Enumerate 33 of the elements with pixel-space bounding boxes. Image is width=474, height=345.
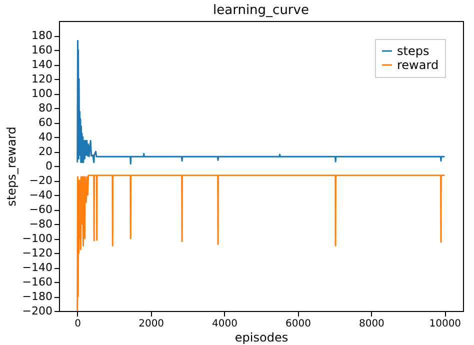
- x-tick-label: 8000: [358, 318, 384, 330]
- y-tick-label: 100: [32, 87, 52, 100]
- x-tick-label: 2000: [138, 318, 164, 330]
- y-tick-label: −80: [29, 218, 52, 230]
- line-series: [76, 40, 446, 165]
- y-tick-label: −140: [22, 261, 52, 274]
- x-tick-label: 10000: [429, 318, 462, 330]
- y-tick-label: 160: [32, 44, 52, 56]
- y-tick-label: −20: [29, 174, 52, 187]
- y-tick-label: 0: [46, 160, 52, 172]
- x-tick-label: 4000: [212, 318, 238, 330]
- legend-label: reward: [397, 58, 439, 72]
- y-tick-label: 20: [38, 145, 52, 158]
- y-tick-label: −180: [22, 290, 52, 303]
- legend-label: steps: [397, 44, 430, 58]
- chart-title: learning_curve: [213, 3, 309, 18]
- y-tick-label: −40: [29, 188, 52, 202]
- y-tick-label: 60: [38, 116, 52, 129]
- y-tick-label: −200: [22, 304, 52, 318]
- y-tick-label: 180: [32, 29, 52, 42]
- y-tick-label: 80: [38, 102, 52, 114]
- x-tick-label: 0: [74, 318, 82, 330]
- x-tick-label: 6000: [286, 318, 311, 330]
- y-axis-title: steps_reward: [4, 126, 18, 206]
- y-tick-label: 140: [32, 58, 52, 71]
- y-tick-label: 40: [38, 130, 52, 144]
- y-tick-label: 120: [32, 72, 52, 86]
- y-tick-label: −100: [22, 232, 52, 245]
- y-tick-label: −160: [22, 276, 52, 288]
- y-tick-label: −120: [22, 246, 52, 260]
- line-series: [76, 174, 446, 311]
- x-axis-title: episodes: [234, 330, 288, 344]
- y-tick-label: −60: [29, 203, 52, 216]
